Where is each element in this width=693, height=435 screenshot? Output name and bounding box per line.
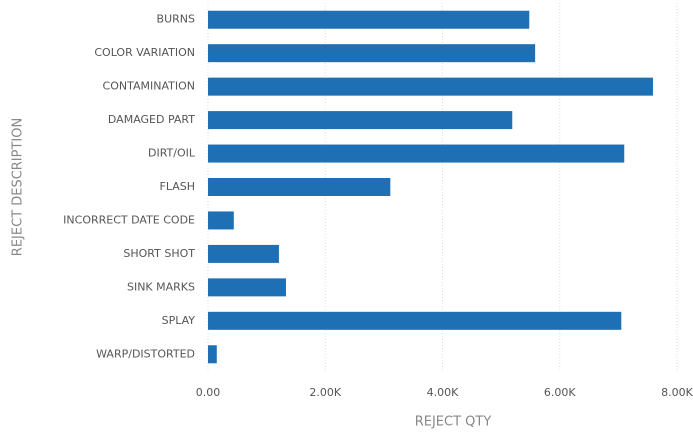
y-tick-label: BURNS bbox=[157, 13, 195, 26]
x-tick-label: 4.00K bbox=[427, 386, 459, 399]
y-tick-label: SPLAY bbox=[162, 314, 196, 327]
x-tick-label: 6.00K bbox=[544, 386, 576, 399]
y-tick-label: SHORT SHOT bbox=[123, 247, 195, 260]
x-axis-title: REJECT QTY bbox=[415, 415, 492, 430]
bar bbox=[208, 144, 625, 163]
bar bbox=[208, 10, 530, 29]
y-tick-label: DIRT/OIL bbox=[148, 147, 196, 160]
bar bbox=[208, 345, 217, 364]
y-tick-label: INCORRECT DATE CODE bbox=[63, 213, 195, 226]
y-tick-label: CONTAMINATION bbox=[103, 80, 195, 93]
y-axis-title: REJECT DESCRIPTION bbox=[11, 118, 26, 256]
bar bbox=[208, 211, 234, 230]
bar bbox=[208, 77, 653, 96]
y-tick-label: SINK MARKS bbox=[127, 280, 195, 293]
bar bbox=[208, 44, 536, 63]
bar bbox=[208, 178, 391, 196]
y-tick-label: COLOR VARIATION bbox=[94, 46, 195, 59]
y-tick-label: FLASH bbox=[160, 180, 196, 193]
bar bbox=[208, 244, 279, 263]
bar bbox=[208, 311, 622, 330]
bar bbox=[208, 278, 286, 297]
bar bbox=[208, 111, 513, 130]
y-tick-label: WARP/DISTORTED bbox=[96, 347, 195, 360]
x-tick-label: 2.00K bbox=[309, 386, 341, 399]
x-tick-label: 8.00K bbox=[661, 386, 693, 399]
x-tick-label: 0.00 bbox=[196, 386, 221, 399]
y-tick-label: DAMAGED PART bbox=[108, 113, 195, 126]
